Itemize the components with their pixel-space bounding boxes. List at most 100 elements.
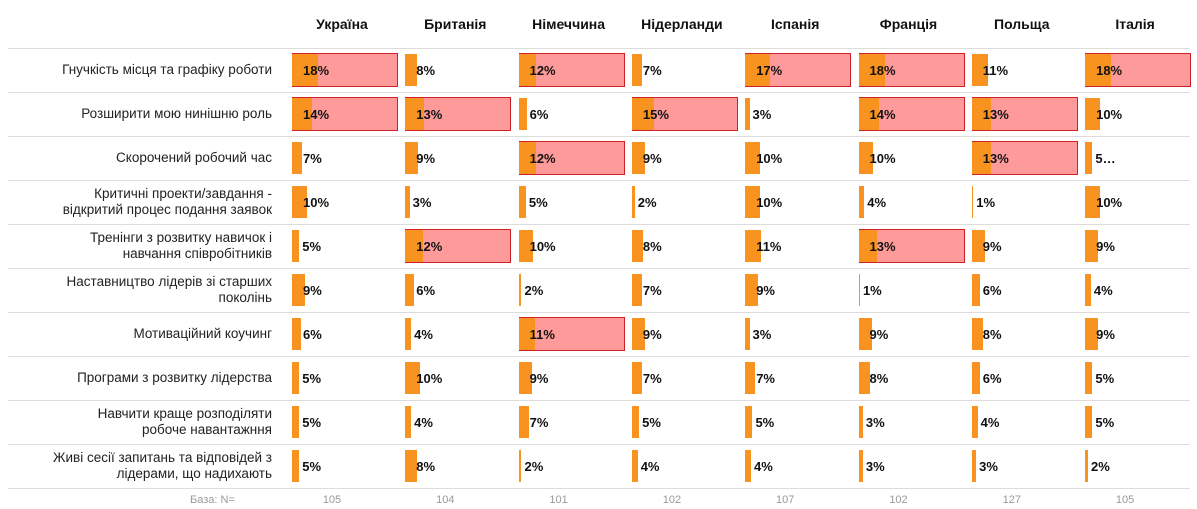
row-label: Скорочений робочий час [116,150,272,165]
value-label: 4% [414,414,433,430]
base-value: 105 [322,494,342,506]
column-header: Британія [424,16,487,32]
bar [858,406,863,438]
value-label: 2% [637,194,657,210]
column-header: Україна [316,16,368,32]
bar [292,54,319,86]
row-label: Мотиваційний коучинг [133,326,272,341]
value-label: 3% [865,414,885,430]
value-label: 5… [1095,150,1116,166]
row-separator [8,444,1190,445]
value-label: 7% [756,370,775,386]
base-value: 127 [1002,494,1021,506]
bar [631,406,640,438]
value-label: 6% [416,282,436,298]
value-label: 10% [756,150,783,166]
bar [971,230,985,262]
bar [518,406,529,438]
value-label: 9% [1096,238,1115,254]
bar [858,274,860,306]
base-value: 102 [889,494,908,506]
row-separator [8,488,1190,489]
bar [292,362,300,394]
bar [518,186,526,218]
value-label: 7% [529,414,549,430]
value-label: 9% [642,150,662,166]
bar [405,142,419,174]
column-header: Нідерланди [641,16,723,32]
value-label: 5% [302,238,322,254]
value-label: 10% [303,194,330,210]
bar [971,186,974,218]
bar [631,318,645,350]
bar [858,450,863,482]
column-header: Італія [1115,16,1155,32]
bar [631,450,638,482]
bar [518,98,528,130]
row-separator [8,180,1190,181]
bar [745,54,770,86]
value-label: 18% [303,62,330,78]
value-label: 18% [1096,62,1123,78]
bar [745,274,759,306]
bar [1085,318,1099,350]
bar [518,230,534,262]
value-label: 4% [754,458,773,474]
row-separator [8,312,1190,313]
bar [971,450,977,482]
bar [405,230,423,262]
value-label: 13% [869,238,896,254]
bar [518,318,535,350]
row-separator [8,48,1190,49]
bar [858,98,879,130]
column-header: Німеччина [532,16,606,32]
value-label: 10% [1096,106,1123,122]
bar [292,450,300,482]
value-label: 1% [862,282,882,298]
value-label: 5% [642,414,661,430]
bar [292,318,301,350]
value-label: 9% [756,282,775,298]
value-label: 14% [869,106,896,122]
value-label: 10% [529,238,556,254]
bar [292,142,303,174]
value-label: 8% [869,370,889,386]
bar [745,450,751,482]
value-label: 2% [1091,458,1110,474]
bar [1085,230,1099,262]
bar [292,186,307,218]
value-label: 15% [642,106,669,122]
value-label: 6% [529,106,549,122]
value-label: 10% [869,150,896,166]
bar [858,142,873,174]
value-label: 4% [980,414,1000,430]
bar [858,362,871,394]
base-value: 105 [1115,494,1135,506]
value-label: 13% [982,106,1009,122]
row-label: Розширити мою нинішню роль [81,106,272,121]
bar [971,274,981,306]
column-header: Іспанія [770,16,820,32]
value-label: 4% [414,326,433,342]
row-label: Живі сесії запитань та відповідей з ліде… [53,450,272,481]
value-label: 2% [524,458,544,474]
bar [405,98,425,130]
bar [631,54,643,86]
value-label: 12% [529,62,556,78]
base-value: 107 [776,494,795,506]
value-label: 10% [756,194,783,210]
value-label: 8% [416,62,436,78]
value-label: 7% [303,150,322,166]
value-label: 5% [755,414,775,430]
column-header: Польща [994,16,1050,32]
bar [1085,274,1091,306]
bar [745,318,750,350]
value-label: 5% [1095,370,1115,386]
row-label: Тренінги з розвитку навичок і навчання с… [90,230,272,261]
bar [1085,362,1093,394]
value-label: 9% [303,282,322,298]
bar [745,230,762,262]
value-label: 9% [416,150,436,166]
bar [518,274,522,306]
row-label: Гнучкість місця та графіку роботи [62,62,272,77]
